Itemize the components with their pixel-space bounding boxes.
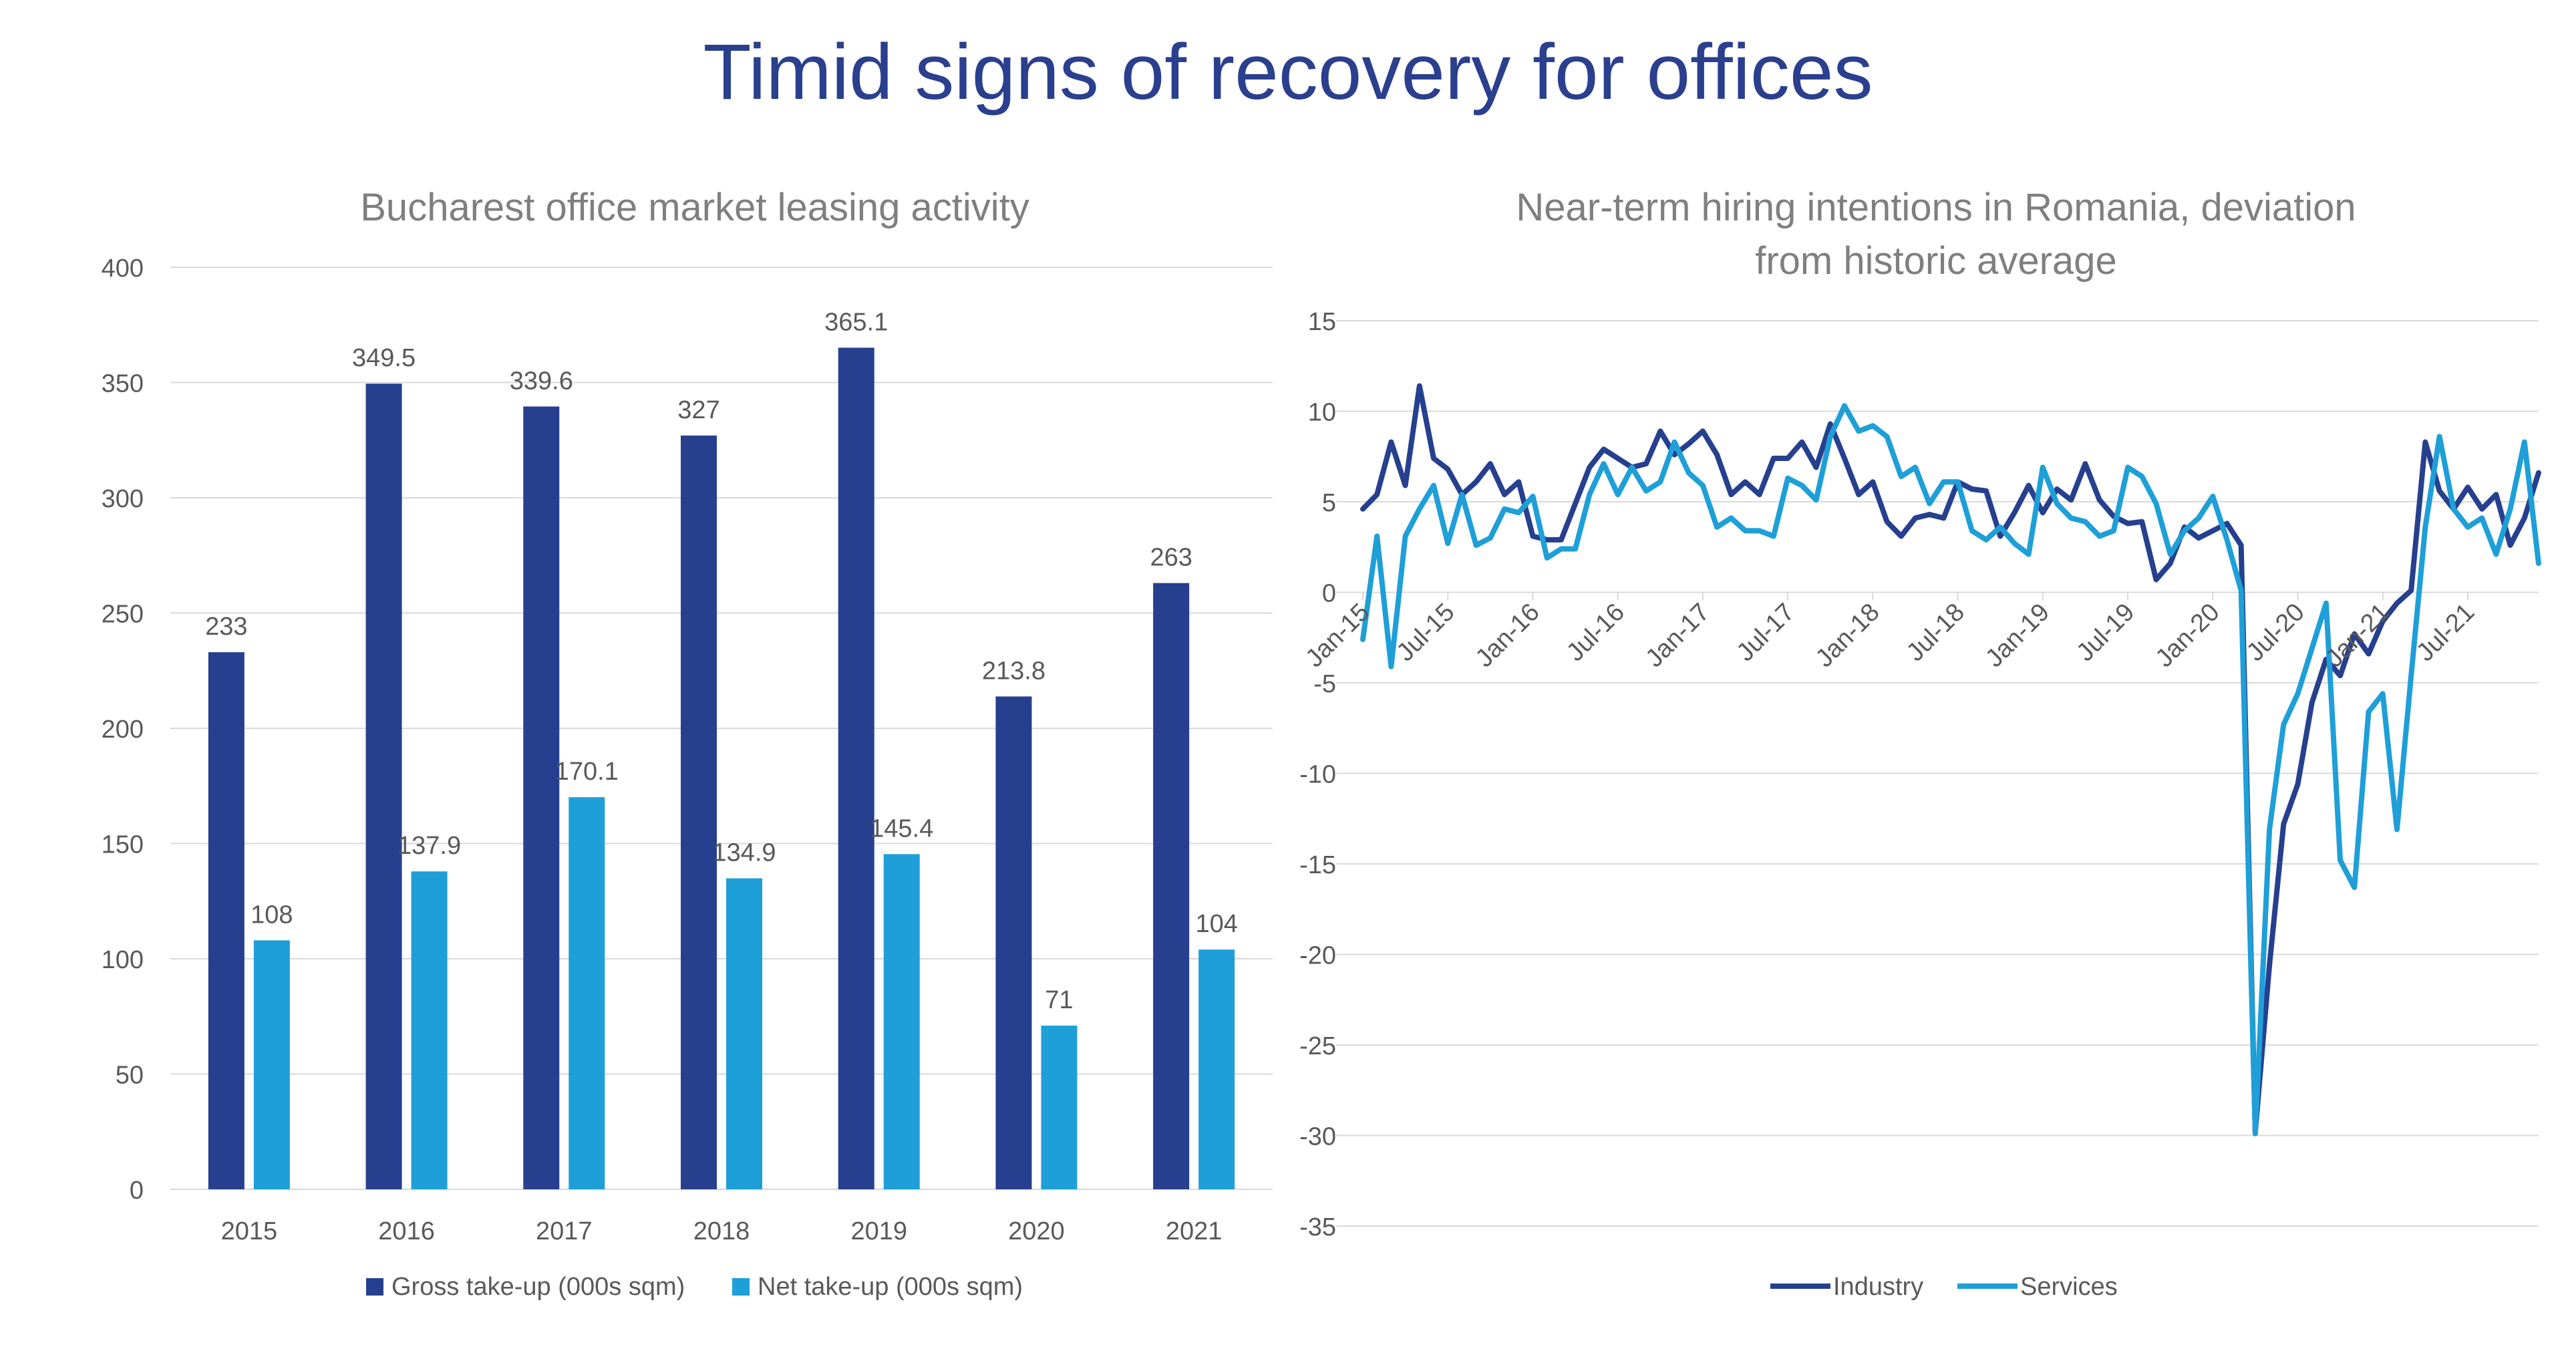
y-tick-label: 50 <box>116 1062 144 1090</box>
y-tick-label: 15 <box>1308 308 1336 336</box>
x-tick-label: Jan-18 <box>1810 598 1885 673</box>
y-tick-label: 250 <box>102 601 144 629</box>
x-tick-label: 2017 <box>536 1217 593 1245</box>
y-tick-label: 100 <box>102 946 144 974</box>
y-tick-label: -25 <box>1299 1032 1336 1060</box>
legend-label-net: Net take-up (000s sqm) <box>758 1273 1023 1301</box>
gross-bar <box>995 696 1032 1189</box>
data-label: 365.1 <box>824 308 888 336</box>
page-title: Timid signs of recovery for offices <box>703 28 1873 116</box>
legend-swatch-gross <box>366 1278 383 1296</box>
services-line <box>1360 403 2541 1137</box>
data-label: 71 <box>1045 986 1073 1014</box>
data-label: 339.6 <box>510 367 573 395</box>
data-label: 134.9 <box>712 839 776 867</box>
y-tick-label: -30 <box>1299 1123 1336 1151</box>
y-tick-label: 350 <box>102 370 144 398</box>
gross-bar <box>681 435 717 1189</box>
y-tick-label: 10 <box>1308 399 1336 427</box>
x-tick-label: Jan-20 <box>2150 598 2225 673</box>
y-tick-label: -15 <box>1299 851 1336 879</box>
bar-chart-title: Bucharest office market leasing activity <box>360 186 1029 229</box>
gross-bar <box>208 652 245 1189</box>
data-label: 233 <box>205 613 247 641</box>
data-label: 263 <box>1150 544 1192 572</box>
x-tick-label: Jan-21 <box>2320 598 2395 673</box>
x-tick-label: 2015 <box>221 1217 278 1245</box>
data-label: 213.8 <box>982 657 1045 685</box>
x-tick-label: Jan-19 <box>1980 598 2055 673</box>
line-chart-title: Near-term hiring intentions in Romania, … <box>1516 186 2356 283</box>
x-tick-label: Jan-16 <box>1470 598 1545 673</box>
bar-chart: Bucharest office market leasing activity… <box>102 186 1273 1301</box>
data-label: 349.5 <box>352 344 416 372</box>
x-tick-label: 2021 <box>1166 1217 1223 1245</box>
legend-label-industry: Industry <box>1833 1273 1923 1301</box>
y-tick-label: 300 <box>102 485 144 513</box>
x-tick-label: 2018 <box>693 1217 750 1245</box>
net-bar <box>411 871 448 1189</box>
y-tick-label: 400 <box>102 255 144 283</box>
data-label: 137.9 <box>397 832 461 860</box>
net-bar <box>569 797 605 1189</box>
net-bar <box>1041 1026 1078 1189</box>
x-tick-label: 2019 <box>850 1217 907 1245</box>
net-bar <box>883 854 920 1189</box>
data-label: 170.1 <box>555 758 619 786</box>
y-tick-label: -5 <box>1313 670 1336 698</box>
y-tick-label: 150 <box>102 831 144 859</box>
legend-label-gross: Gross take-up (000s sqm) <box>391 1273 685 1301</box>
x-tick-label: 2020 <box>1008 1217 1065 1245</box>
x-tick-label: Jul-20 <box>2241 598 2310 667</box>
y-tick-label: 0 <box>130 1177 144 1205</box>
y-tick-label: -10 <box>1299 761 1336 789</box>
industry-line <box>1360 383 2541 1135</box>
data-label: 145.4 <box>870 814 933 843</box>
legend-swatch-net <box>732 1278 750 1296</box>
x-tick-label: 2016 <box>378 1217 435 1245</box>
data-label: 108 <box>251 901 293 929</box>
net-bar <box>726 878 762 1189</box>
legend-label-services: Services <box>2020 1273 2118 1301</box>
x-tick-label: Jul-16 <box>1561 598 1630 667</box>
x-tick-label: Jul-19 <box>2072 598 2140 667</box>
data-label: 327 <box>677 396 719 424</box>
data-label: 104 <box>1195 910 1237 938</box>
net-bar <box>1198 949 1235 1189</box>
y-tick-label: 0 <box>1322 580 1336 608</box>
y-tick-label: -35 <box>1299 1213 1336 1241</box>
net-bar <box>253 940 290 1189</box>
y-tick-label: 200 <box>102 716 144 744</box>
x-tick-label: Jul-18 <box>1901 598 1970 667</box>
gross-bar <box>365 384 402 1189</box>
y-tick-label: 5 <box>1322 489 1336 517</box>
x-tick-label: Jul-15 <box>1392 598 1460 667</box>
x-tick-label: Jan-17 <box>1640 598 1715 673</box>
gross-bar <box>838 347 874 1189</box>
y-tick-label: -20 <box>1299 942 1336 970</box>
gross-bar <box>1153 583 1190 1189</box>
x-tick-label: Jul-17 <box>1732 598 1800 667</box>
x-tick-label: Jul-21 <box>2411 598 2480 667</box>
gross-bar <box>523 406 560 1189</box>
